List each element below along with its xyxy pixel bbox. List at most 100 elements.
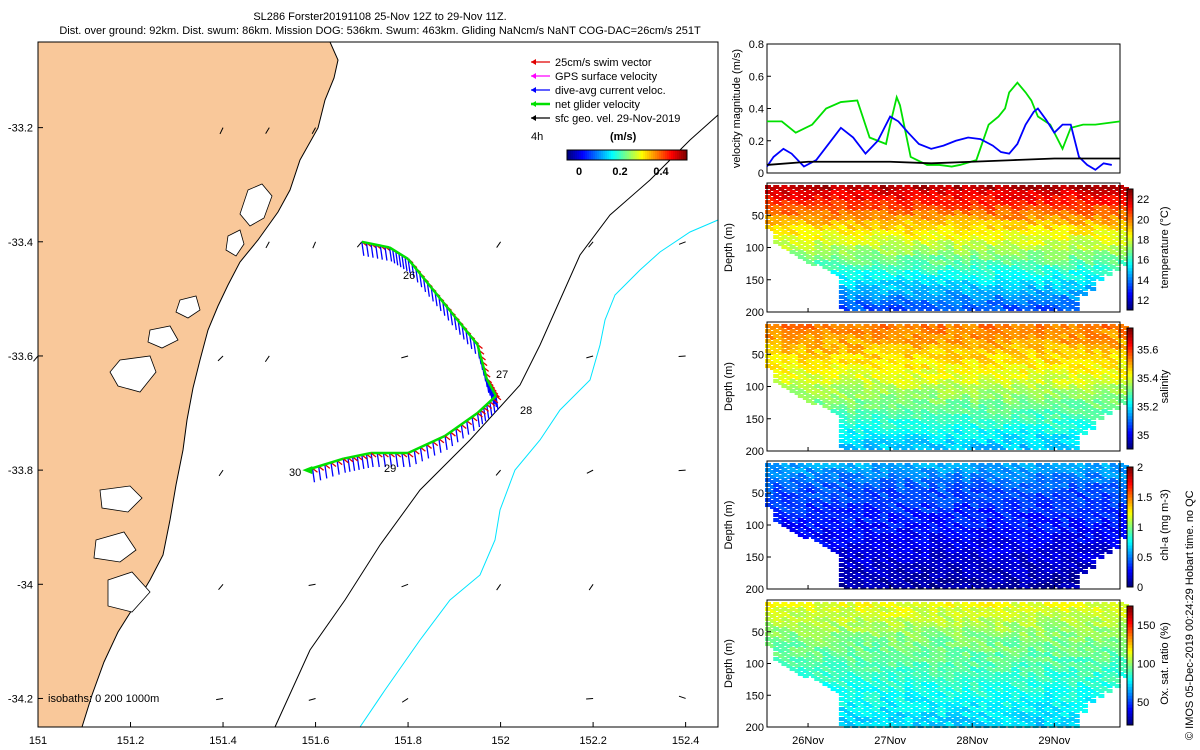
section-sample (958, 371, 965, 375)
section-sample (852, 297, 859, 301)
section-sample (843, 431, 850, 435)
section-sample (970, 349, 977, 353)
section-sample (970, 334, 977, 338)
section-sample (934, 222, 941, 226)
map-y-tick-label: -34 (17, 579, 33, 591)
section-sample (860, 386, 867, 390)
section-sample (950, 341, 957, 345)
section-sample (983, 351, 990, 355)
section-sample (852, 416, 859, 420)
swim-vector (495, 395, 502, 401)
section-sample (904, 404, 911, 408)
section-sample (999, 272, 1006, 276)
section-sample (1060, 414, 1067, 418)
section-sample (778, 237, 785, 241)
section-sample (860, 446, 867, 450)
section-sample (920, 389, 927, 393)
section-sample (991, 222, 998, 226)
section-sample (852, 351, 859, 355)
dac-vector (342, 458, 346, 473)
section-sample (876, 416, 883, 420)
section-sample (1040, 297, 1047, 301)
section-sample (847, 305, 854, 309)
section-sample (1016, 341, 1023, 345)
section-sample (827, 401, 834, 405)
section-sample (868, 252, 875, 256)
section-sample (1076, 260, 1083, 264)
section-sample (773, 329, 780, 333)
section-sample (978, 280, 985, 284)
colorbar-cell (1127, 424, 1133, 429)
geo-velocity-arrow (356, 241, 363, 248)
section-y-label: Depth (m) (723, 223, 735, 272)
colorbar-cell (683, 150, 686, 160)
section-sample (925, 366, 932, 370)
section-sample (983, 436, 990, 440)
section-sample (847, 185, 854, 189)
map-y-tick-label: -33.8 (8, 465, 33, 477)
section-y-tick-label: 200 (746, 446, 764, 458)
section-sample (838, 394, 845, 398)
section-sample (920, 300, 927, 304)
section-sample (912, 334, 919, 338)
section-sample (901, 421, 908, 425)
section-sample (786, 247, 793, 251)
section-sample (1123, 252, 1129, 256)
section-sample (1049, 411, 1056, 415)
section-sample (879, 200, 886, 204)
section-sample (876, 187, 883, 191)
section-sample (929, 399, 936, 403)
section-sample (912, 444, 919, 448)
section-sample (863, 295, 870, 299)
section-sample (991, 381, 998, 385)
dac-vector (361, 454, 365, 469)
section-sample (814, 374, 821, 378)
section-sample (1049, 381, 1056, 385)
section-sample (811, 346, 818, 350)
section-sample (1049, 197, 1056, 201)
section-sample (1090, 356, 1097, 360)
section-sample (830, 220, 837, 224)
section-sample (868, 331, 875, 335)
dac-vector (388, 452, 393, 468)
section-sample (925, 341, 932, 345)
section-sample (975, 351, 982, 355)
section-sample (904, 275, 911, 279)
section-sample (967, 351, 974, 355)
section-sample (975, 366, 982, 370)
section-sample (806, 339, 813, 343)
section-sample (855, 300, 862, 304)
section-sample (868, 282, 875, 286)
section-sample (901, 401, 908, 405)
section-sample (1090, 277, 1097, 281)
section-sample (1040, 257, 1047, 261)
section-sample (950, 346, 957, 350)
section-sample (1060, 305, 1067, 309)
section-sample (934, 386, 941, 390)
isobaths-label: isobaths: 0 200 1000m (48, 693, 159, 705)
section-sample (934, 356, 941, 360)
section-sample (1057, 197, 1064, 201)
section-sample (934, 361, 941, 365)
section-sample (983, 446, 990, 450)
section-sample (884, 391, 891, 395)
section-sample (860, 376, 867, 380)
section-sample (970, 424, 977, 428)
section-sample (901, 426, 908, 430)
section-sample (925, 292, 932, 296)
section-sample (994, 429, 1001, 433)
section-sample (855, 379, 862, 383)
section-sample (1081, 381, 1088, 385)
section-sample (1040, 307, 1047, 311)
section-sample (781, 374, 788, 378)
section-sample (868, 391, 875, 395)
section-sample (1016, 282, 1023, 286)
section-sample (986, 374, 993, 378)
section-sample (1068, 220, 1075, 224)
section-sample (942, 336, 949, 340)
section-sample (855, 220, 862, 224)
section-sample (1032, 431, 1039, 435)
section-sample (888, 439, 895, 443)
section-sample (909, 326, 916, 330)
section-sample (896, 200, 903, 204)
